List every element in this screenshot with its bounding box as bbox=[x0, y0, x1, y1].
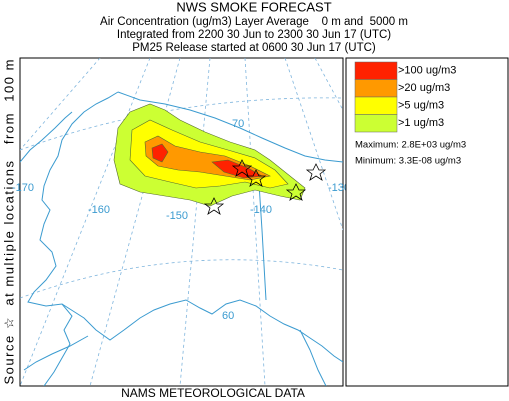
grid-line bbox=[20, 58, 101, 151]
subtitle-line: Air Concentration (ug/m3) Layer Average … bbox=[100, 16, 408, 28]
legend-label: >1 ug/m3 bbox=[398, 117, 444, 129]
latitude-label: 60 bbox=[222, 310, 234, 322]
legend-swatch bbox=[354, 61, 398, 80]
grid-line bbox=[244, 58, 266, 386]
map-content bbox=[20, 58, 343, 386]
side-label: Source ☆ at multiple locations from 100 … bbox=[1, 59, 16, 384]
maximum: Maximum: 2.8E+03 ug/m3 bbox=[355, 140, 466, 151]
coastline bbox=[27, 91, 119, 386]
legend-swatch bbox=[354, 96, 398, 115]
plume-region bbox=[151, 143, 169, 163]
title: NWS SMOKE FORECAST bbox=[176, 0, 331, 14]
grid-line bbox=[20, 97, 343, 151]
legend-items: >100 ug/m3 >20 ug/m3 >5 ug/m3 >1 ug/m3 bbox=[354, 61, 456, 133]
grid-line bbox=[20, 58, 151, 386]
latitude-label: 70 bbox=[232, 118, 244, 130]
legend-swatch bbox=[354, 114, 398, 133]
coastline bbox=[23, 335, 89, 371]
legend-label: >20 ug/m3 bbox=[398, 82, 450, 94]
longitude-label: -170 bbox=[12, 182, 34, 194]
map: 70 60 -170 -160 -150 -140 -130 bbox=[12, 57, 350, 387]
longitude-label: -160 bbox=[88, 204, 110, 216]
minimum: Minimum: 3.3E-08 ug/m3 bbox=[355, 156, 461, 167]
legend-label: >5 ug/m3 bbox=[398, 100, 444, 112]
coastline bbox=[20, 111, 73, 163]
grid-line bbox=[314, 58, 343, 111]
longitude-label: -130 bbox=[328, 182, 350, 194]
coastline bbox=[61, 299, 343, 363]
legend-swatch bbox=[354, 79, 398, 98]
grid-line bbox=[179, 58, 211, 386]
longitude-label: -150 bbox=[166, 210, 188, 222]
legend-label: >100 ug/m3 bbox=[398, 65, 456, 77]
footer: NAMS METEOROLOGICAL DATA bbox=[121, 386, 305, 400]
coastline bbox=[299, 329, 327, 386]
grid-line bbox=[284, 58, 343, 231]
subtitle-line: PM25 Release started at 0600 30 Jun 17 (… bbox=[132, 42, 376, 54]
subtitle-line: Integrated from 2200 30 Jun to 2300 30 J… bbox=[117, 29, 391, 41]
source-markers bbox=[203, 159, 327, 215]
coastline bbox=[117, 91, 343, 163]
map-frame bbox=[19, 57, 344, 387]
legend: >100 ug/m3 >20 ug/m3 >5 ug/m3 >1 ug/m3 Maxi… bbox=[345, 57, 509, 387]
grid-line bbox=[20, 259, 343, 299]
longitude-label: -140 bbox=[250, 204, 272, 216]
